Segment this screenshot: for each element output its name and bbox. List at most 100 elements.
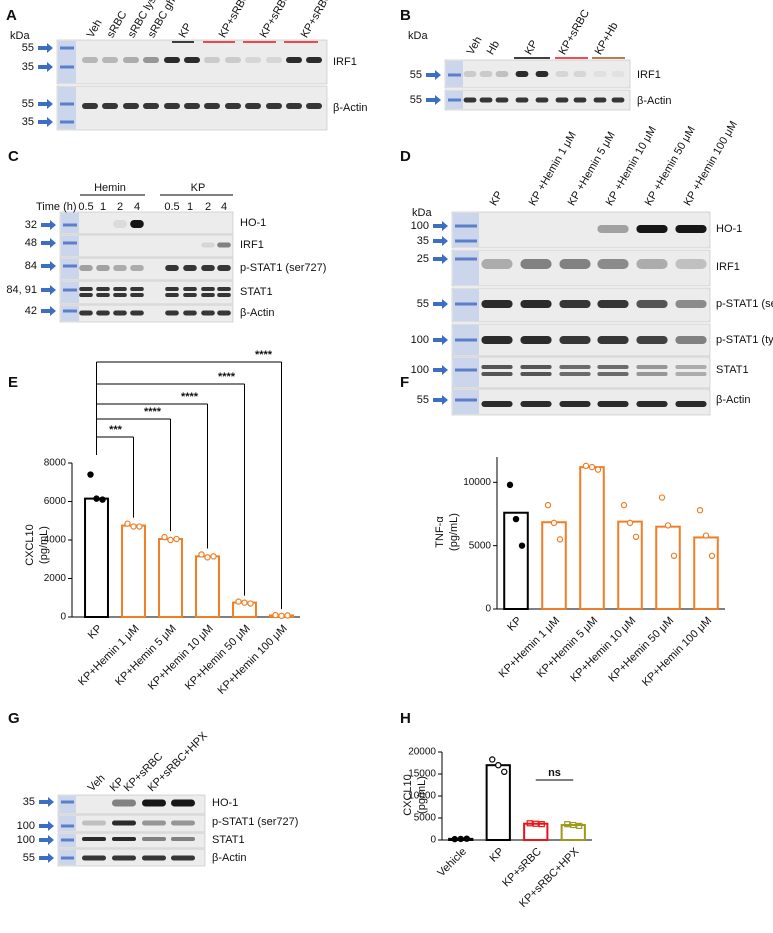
y-axis-title: (pg/mL) — [38, 526, 50, 564]
band — [130, 293, 144, 297]
lane-label: 4 — [221, 201, 227, 213]
band — [123, 57, 139, 63]
ladder-band — [455, 338, 477, 342]
marker-label: 32 — [25, 219, 37, 231]
band — [79, 287, 93, 291]
data-point — [93, 495, 100, 502]
row-label: β-Actin — [716, 394, 750, 406]
data-point — [87, 471, 94, 478]
band — [102, 57, 118, 63]
ladder-band — [63, 288, 77, 292]
data-point — [538, 821, 545, 828]
ladder-band — [63, 241, 77, 245]
data-point — [576, 822, 583, 830]
band — [165, 310, 179, 316]
band — [113, 265, 127, 271]
data-point — [173, 535, 180, 543]
x-tick-label: KP — [86, 623, 105, 642]
marker-label: 42 — [25, 305, 37, 317]
band — [217, 242, 231, 248]
band — [636, 336, 668, 344]
kda-label: kDa — [408, 30, 428, 42]
data-point — [161, 533, 168, 541]
band — [225, 57, 241, 63]
bar — [121, 524, 146, 618]
band — [82, 837, 106, 841]
kda-label: kDa — [412, 207, 432, 219]
marker-arrow — [38, 99, 53, 109]
band — [143, 103, 159, 109]
ladder-band — [61, 800, 74, 804]
data-point — [664, 522, 672, 529]
band — [183, 293, 197, 297]
band — [130, 287, 144, 291]
data-point — [241, 599, 248, 606]
band — [183, 287, 197, 291]
marker-label: 84, 91 — [6, 284, 37, 296]
bar — [195, 555, 220, 618]
marker-arrow — [433, 395, 448, 405]
marker-arrow — [38, 117, 53, 127]
data-point — [247, 600, 254, 607]
band — [102, 103, 118, 109]
band — [113, 287, 127, 291]
data-point — [570, 821, 577, 829]
marker-label: 100 — [17, 834, 35, 846]
data-point — [198, 551, 205, 558]
blot-strip — [56, 85, 328, 131]
panel-letter: C — [8, 148, 19, 165]
y-axis-title: (pg/mL) — [448, 513, 460, 551]
marker-label: 55 — [22, 42, 34, 54]
marker-label: 55 — [23, 852, 35, 864]
band — [636, 365, 668, 369]
row-label: p-STAT1 (tyr701) — [716, 334, 773, 346]
band — [520, 300, 552, 308]
marker-label: 100 — [411, 364, 429, 376]
lane-label: KP+Hb — [593, 20, 621, 56]
band — [611, 71, 625, 77]
marker-arrow — [39, 835, 54, 845]
marker-arrow — [433, 365, 448, 375]
data-point — [702, 532, 710, 539]
band — [130, 265, 144, 271]
kda-label: kDa — [10, 30, 30, 42]
band — [164, 103, 180, 109]
marker-arrow — [426, 70, 441, 80]
marker-label: 55 — [410, 94, 422, 106]
ladder-band — [60, 46, 74, 50]
marker-arrow — [41, 306, 56, 316]
band — [142, 799, 166, 807]
band — [201, 242, 215, 248]
y-tick-label: 4000 — [44, 535, 67, 546]
y-axis-title: CXCL10 — [402, 774, 414, 816]
significance-label: **** — [181, 391, 199, 403]
band — [306, 103, 322, 109]
band — [597, 401, 629, 407]
row-label: β-Actin — [212, 852, 246, 864]
row-label: STAT1 — [716, 364, 749, 376]
group-label: Hemin — [94, 182, 126, 194]
x-tick-label: KP+Hemin 10 μM — [146, 623, 216, 693]
panel-letter: G — [8, 710, 20, 727]
marker-label: 35 — [22, 116, 34, 128]
band — [165, 265, 179, 271]
band — [481, 336, 513, 344]
blot-strip — [451, 211, 711, 249]
band — [266, 103, 282, 109]
y-axis-title: TNF-α — [434, 516, 446, 548]
band — [463, 97, 477, 103]
bar — [541, 521, 567, 611]
data-point — [130, 523, 137, 530]
band — [142, 855, 166, 861]
ladder-lane — [61, 236, 79, 256]
ladder-lane — [59, 816, 76, 831]
data-point — [670, 552, 678, 560]
band — [184, 103, 200, 109]
lane-label: 1 — [187, 201, 193, 213]
data-point — [210, 553, 217, 560]
band — [204, 103, 220, 109]
bar — [579, 466, 605, 610]
data-point — [451, 835, 458, 843]
band — [217, 287, 231, 291]
